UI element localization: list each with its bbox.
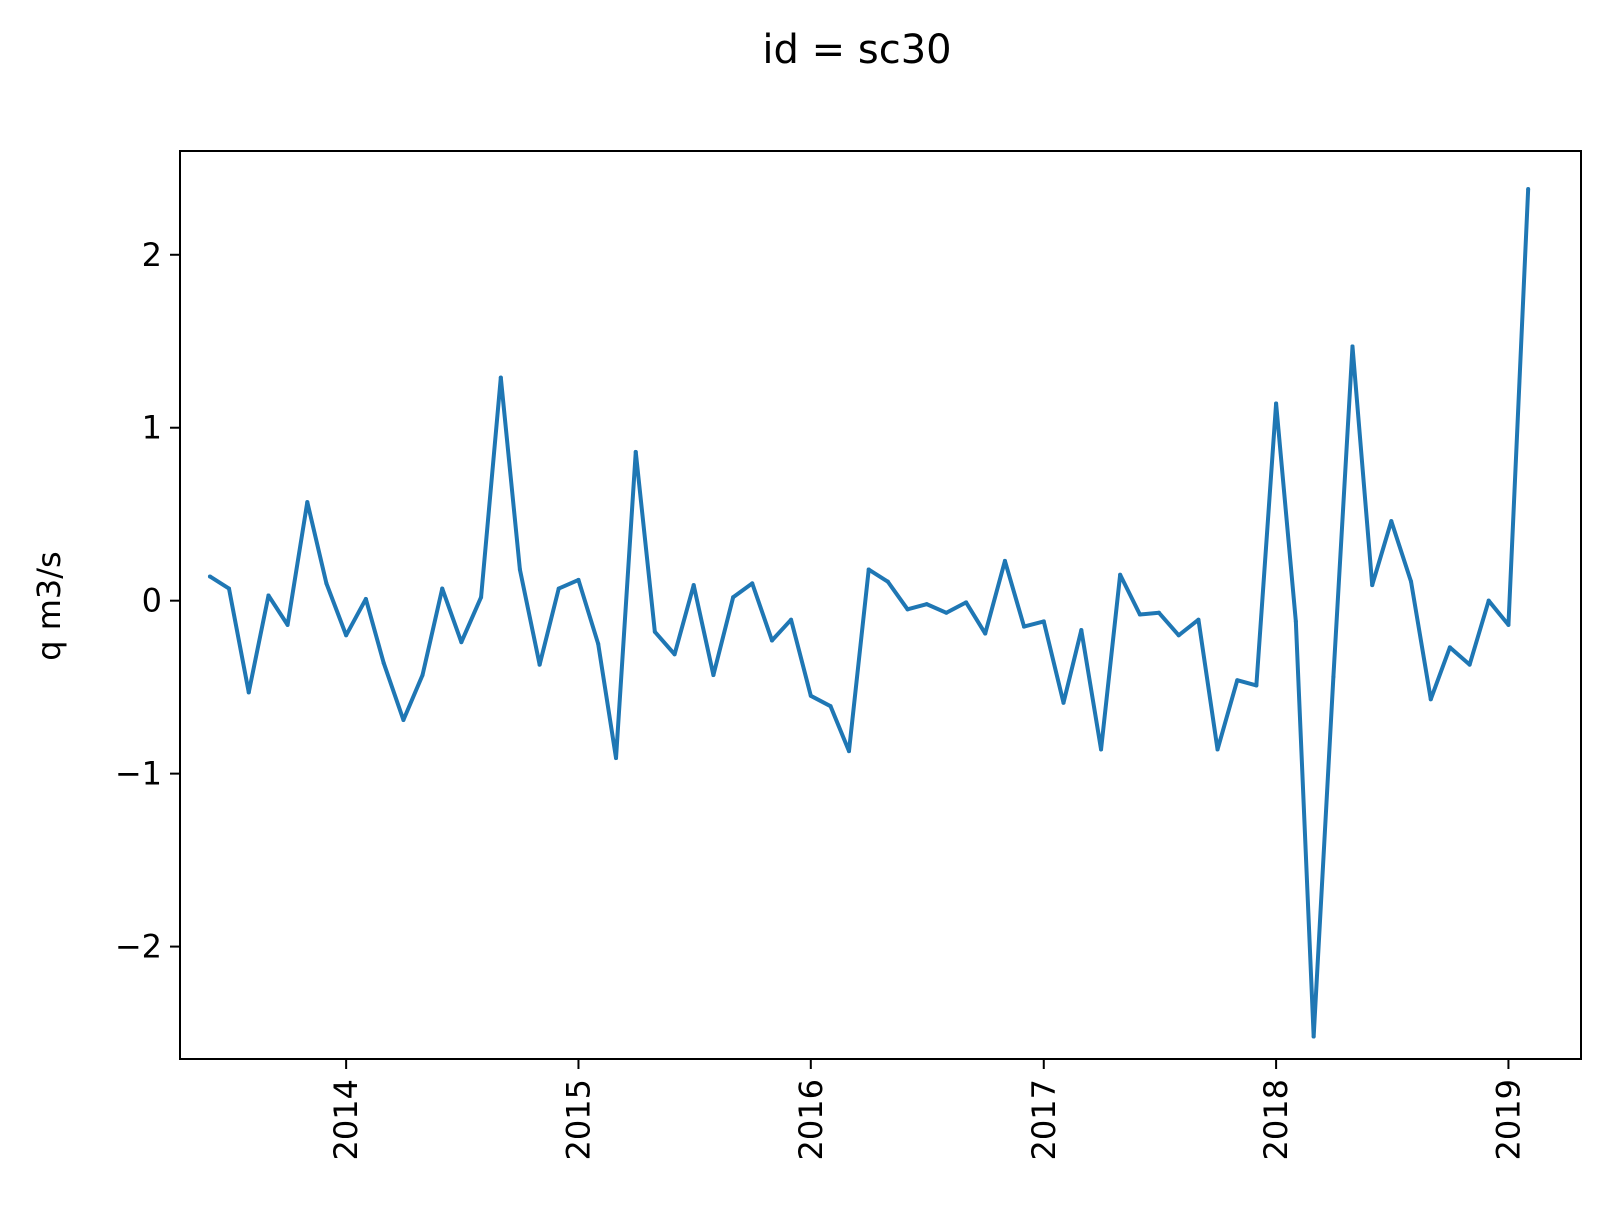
data-point	[711, 673, 716, 678]
data-point	[1196, 617, 1201, 622]
y-tick-label: 1	[142, 409, 162, 447]
data-point	[828, 704, 833, 709]
data-point	[769, 638, 774, 643]
x-tick-label: 2015	[559, 1079, 597, 1160]
y-axis-label: q m3/s	[30, 551, 68, 660]
data-point	[1409, 579, 1414, 584]
data-point	[905, 607, 910, 612]
x-tick-label: 2017	[1025, 1079, 1063, 1160]
data-point	[207, 574, 212, 579]
ticks-layer: 2 1 0 −1 −2 2014 2015 2016 2017 2018 2019	[115, 236, 1528, 1161]
data-point	[944, 610, 949, 615]
x-tick-label: 2018	[1257, 1079, 1295, 1160]
data-point	[556, 586, 561, 591]
data-point	[285, 622, 290, 627]
y-tick-label: 2	[142, 236, 162, 274]
data-point	[1176, 633, 1181, 638]
data-point	[1235, 678, 1240, 683]
data-point	[537, 662, 542, 667]
chart-title: id = sc30	[762, 27, 951, 73]
data-point	[1022, 624, 1027, 629]
x-tick-label: 2016	[792, 1079, 830, 1160]
data-point	[266, 593, 271, 598]
data-point	[1428, 697, 1433, 702]
data-point	[1486, 598, 1491, 603]
data-point	[808, 693, 813, 698]
data-point	[324, 581, 329, 586]
data-point	[227, 586, 232, 591]
data-point	[381, 660, 386, 665]
data-point	[924, 602, 929, 607]
data-point	[401, 718, 406, 723]
data-point	[363, 596, 368, 601]
y-tick-label: −2	[115, 928, 162, 966]
plot-frame	[179, 150, 1582, 1060]
data-point	[1389, 519, 1394, 524]
data-point	[576, 577, 581, 582]
data-point	[1156, 610, 1161, 615]
data-point	[652, 629, 657, 634]
data-point	[1311, 1034, 1316, 1039]
data-point	[885, 579, 890, 584]
data-point	[731, 595, 736, 600]
data-point	[789, 617, 794, 622]
data-point	[964, 600, 969, 605]
data-point	[1293, 619, 1298, 624]
data-point	[1370, 583, 1375, 588]
y-tick-label: 0	[142, 582, 162, 620]
data-point	[1079, 628, 1084, 633]
data-point	[614, 756, 619, 761]
plot-layer	[207, 187, 1531, 1039]
data-point	[866, 567, 871, 572]
data-point	[1506, 622, 1511, 627]
data-point	[517, 567, 522, 572]
data-point	[1137, 612, 1142, 617]
data-point	[1254, 683, 1259, 688]
data-point	[1002, 558, 1007, 563]
data-point	[1350, 344, 1355, 349]
data-point	[440, 586, 445, 591]
data-point	[459, 640, 464, 645]
data-point	[1447, 645, 1452, 650]
data-point	[750, 581, 755, 586]
x-tick-label: 2019	[1489, 1079, 1527, 1160]
data-point	[633, 449, 638, 454]
data-point	[846, 749, 851, 754]
data-point	[1331, 674, 1336, 679]
data-point	[1099, 747, 1104, 752]
data-point	[344, 633, 349, 638]
data-point	[498, 375, 503, 380]
data-point	[1061, 700, 1066, 705]
data-point	[305, 500, 310, 505]
data-point	[1041, 619, 1046, 624]
data-point	[983, 631, 988, 636]
data-point	[1274, 401, 1279, 406]
data-point	[596, 641, 601, 646]
data-point	[672, 652, 677, 657]
x-tick-label: 2014	[327, 1079, 365, 1160]
data-point	[246, 690, 251, 695]
data-point	[420, 673, 425, 678]
data-point	[1118, 572, 1123, 577]
data-point	[691, 583, 696, 588]
data-point	[1526, 187, 1531, 192]
data-point	[1467, 662, 1472, 667]
y-tick-label: −1	[115, 755, 162, 793]
data-point	[1215, 747, 1220, 752]
data-point	[479, 595, 484, 600]
